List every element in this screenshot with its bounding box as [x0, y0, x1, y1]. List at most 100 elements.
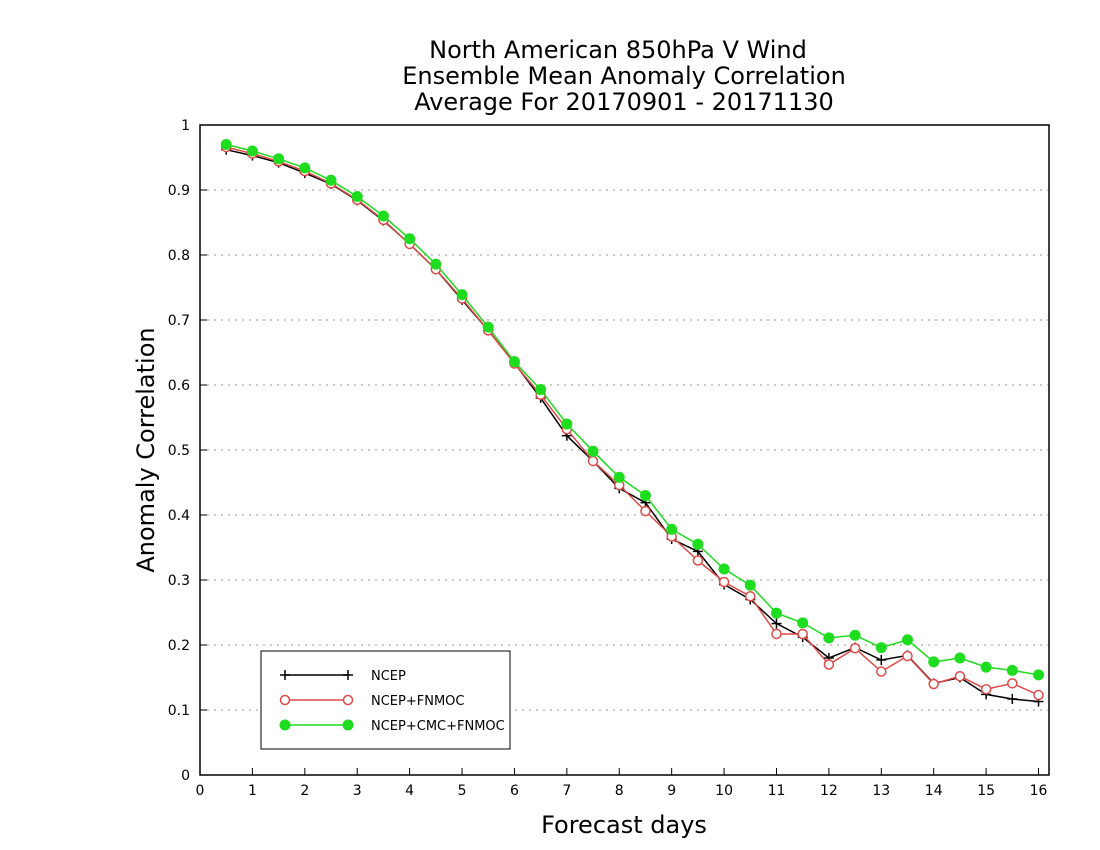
x-tick-label: 1: [248, 783, 257, 799]
x-tick-label: 6: [510, 783, 519, 799]
data-point: [220, 139, 232, 150]
data-point: [1006, 664, 1018, 676]
title-line-2: Ensemble Mean Anomaly Correlation: [402, 62, 846, 90]
data-point: [1007, 678, 1018, 689]
plot-frame: [199, 124, 1050, 776]
data-point: [770, 607, 782, 619]
data-point: [325, 174, 337, 186]
series-line: [226, 148, 1039, 703]
data-point: [771, 618, 782, 629]
data-point: [640, 505, 651, 517]
data-point: [692, 555, 704, 566]
data-point: [980, 683, 992, 695]
legend: NCEP NCEP+FNMOC NCEP+CMC+FNMOC: [260, 650, 511, 750]
y-tick-label: 1: [181, 118, 190, 134]
data-point: [876, 654, 887, 665]
x-tick-label: 16: [1030, 783, 1048, 799]
data-point: [430, 258, 442, 270]
legend-label: NCEP: [371, 669, 406, 684]
y-tick-label: 0.1: [168, 703, 190, 719]
y-tick-label: 0.8: [168, 248, 190, 264]
gridlines: [200, 124, 1049, 711]
legend-marker: [280, 670, 290, 680]
x-tick-label: 11: [768, 783, 786, 799]
data-point: [797, 617, 809, 629]
data-point: [875, 642, 887, 654]
data-point: [299, 162, 311, 174]
data-point: [823, 659, 835, 670]
y-tick-label: 0: [181, 768, 190, 784]
data-point: [1033, 669, 1045, 681]
x-tick-label: 0: [196, 783, 205, 799]
series-line: [226, 146, 1039, 696]
x-tick-label: 15: [977, 783, 995, 799]
data-point: [954, 670, 966, 682]
data-point: [718, 563, 730, 575]
data-point: [246, 145, 258, 157]
x-tick-label: 8: [615, 783, 624, 799]
data-point: [351, 191, 363, 202]
y-tick-label: 0.9: [168, 183, 190, 199]
legend-marker: [279, 694, 291, 706]
data-point: [954, 652, 966, 664]
x-tick-label: 5: [458, 783, 467, 799]
data-point: [902, 634, 913, 646]
data-point: [692, 538, 704, 550]
axis-ticks: 0 1 2 3 4 5 6 7 8 9 10 11 12 13 14 15 1600.10.20.30.40.5…: [168, 118, 1048, 799]
data-point: [456, 289, 468, 301]
x-tick-label: 9: [667, 783, 676, 799]
data-point: [849, 643, 861, 654]
y-tick-label: 0.4: [168, 508, 190, 524]
y-tick-label: 0.3: [168, 573, 190, 589]
y-tick-label: 0.2: [168, 638, 190, 654]
x-tick-label: 4: [405, 783, 414, 799]
data-point: [639, 490, 651, 501]
title-line-3: Average For 20170901 - 20171130: [414, 88, 834, 116]
y-tick-label: 0.7: [168, 313, 190, 329]
data-point: [823, 632, 835, 644]
data-point: [797, 628, 808, 640]
title-line-1: North American 850hPa V Wind: [429, 36, 807, 64]
y-tick-label: 0.5: [168, 443, 190, 459]
y-tick-label: 0.6: [168, 378, 190, 394]
legend-item: NCEP+CMC+FNMOC: [279, 719, 505, 734]
data-point: [745, 591, 756, 602]
series-line: [226, 143, 1039, 676]
data-point: [404, 233, 416, 245]
data-point: [587, 445, 599, 457]
data-point: [1007, 693, 1018, 704]
data-point: [718, 576, 730, 588]
legend-label: NCEP+CMC+FNMOC: [371, 719, 505, 734]
data-point: [666, 523, 678, 535]
legend-item: NCEP+FNMOC: [279, 694, 464, 709]
data-point: [771, 628, 782, 640]
legend-marker: [342, 694, 354, 706]
series-ncep-fnmoc: [220, 141, 1044, 701]
series-lines: [220, 139, 1045, 707]
data-point: [377, 210, 389, 222]
data-point: [1033, 689, 1044, 701]
data-point: [508, 356, 520, 368]
data-point: [849, 629, 861, 641]
data-point: [482, 321, 494, 333]
series-ncep: [221, 144, 1044, 707]
legend-label: NCEP+FNMOC: [371, 694, 464, 709]
x-tick-label: 13: [872, 783, 890, 799]
legend-marker: [279, 719, 291, 731]
data-point: [535, 384, 547, 396]
data-point: [587, 455, 599, 467]
y-axis-label: Anomaly Correlation: [132, 327, 160, 572]
data-point: [902, 650, 913, 662]
x-tick-label: 12: [820, 783, 838, 799]
data-point: [928, 678, 939, 690]
legend-item: NCEP: [280, 669, 406, 684]
data-point: [561, 418, 573, 430]
x-tick-label: 10: [715, 783, 733, 799]
x-tick-label: 3: [353, 783, 362, 799]
x-axis-label: Forecast days: [541, 811, 707, 839]
series-ncep-cmc-fnmoc: [220, 139, 1045, 681]
data-point: [928, 656, 940, 668]
chart-title: North American 850hPa V Wind Ensemble Me…: [402, 36, 846, 116]
